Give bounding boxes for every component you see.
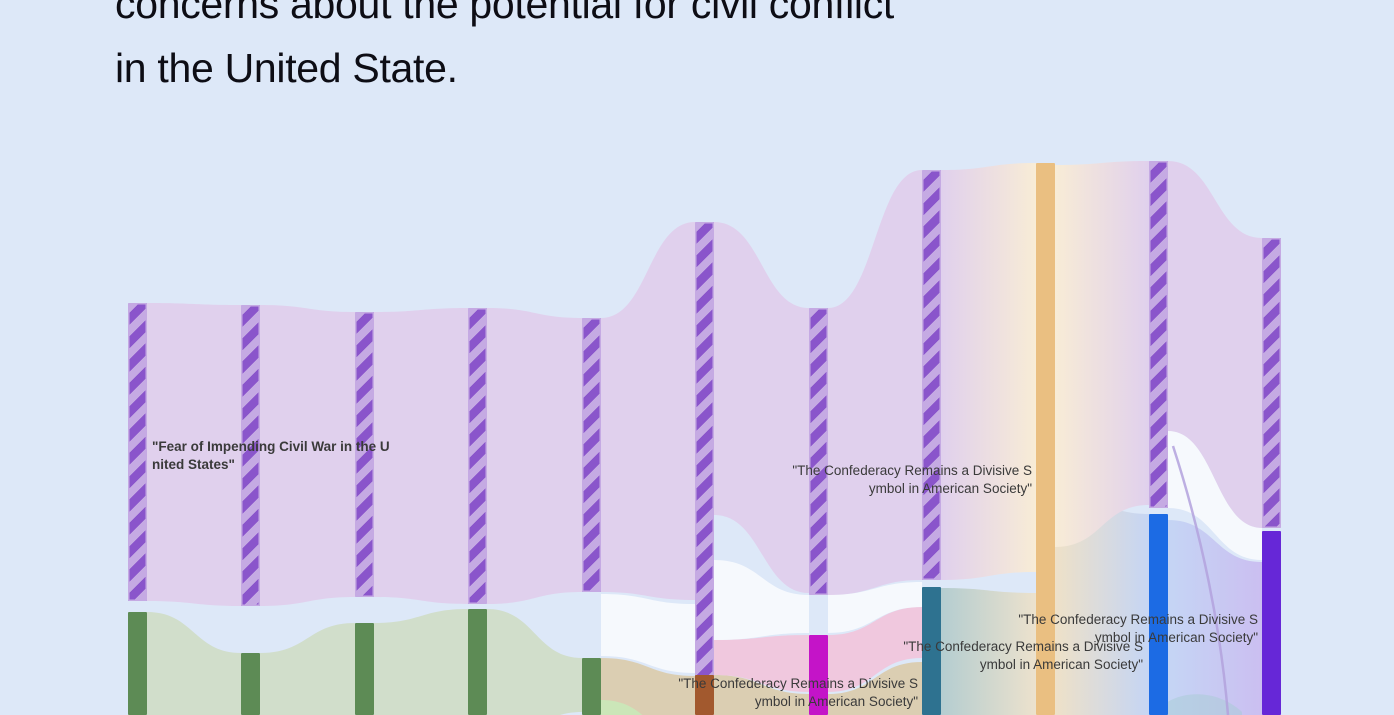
flow-purple-3-4[interactable]	[374, 308, 468, 604]
node-green-col3[interactable]	[355, 623, 374, 715]
node-green-col1[interactable]	[128, 612, 147, 715]
flow-cream-blue-9-10[interactable]	[1055, 492, 1149, 715]
node-magenta-node[interactable]	[809, 635, 828, 715]
flow-pink-6-7[interactable]	[714, 635, 809, 692]
flow-thin-lavender[interactable]	[1171, 445, 1230, 715]
flow-white-5-6[interactable]	[601, 594, 695, 673]
flow-green-1-2[interactable]	[147, 612, 241, 715]
flow-green-3-4[interactable]	[374, 609, 468, 715]
node-green-col5[interactable]	[582, 658, 601, 715]
flow-green-2-3[interactable]	[260, 623, 355, 715]
flow-white-10-11[interactable]	[1168, 431, 1262, 560]
page-heading: concerns about the potential for civil c…	[115, 0, 894, 100]
flow-lightgreen-5-6[interactable]	[601, 700, 695, 715]
sankey-links-layer	[147, 161, 1262, 715]
node-orange-confederacy[interactable]	[1036, 163, 1055, 715]
node-label-blue-confederacy: "The Confederacy Remains a Divisive S ym…	[903, 639, 1143, 672]
node-confederacy-col11[interactable]	[1262, 238, 1281, 528]
flow-tan-7-8[interactable]	[828, 662, 922, 715]
flow-white-7-8[interactable]	[828, 582, 922, 633]
flow-purple-10-11[interactable]	[1168, 161, 1262, 528]
flow-purple-2-3[interactable]	[260, 305, 355, 606]
node-green-col4[interactable]	[468, 609, 487, 715]
node-brown-node[interactable]	[695, 675, 714, 715]
node-fear-civil-war-col1[interactable]	[128, 303, 147, 601]
flow-green-4-5[interactable]	[487, 609, 582, 715]
flow-pink-7-8[interactable]	[828, 607, 922, 692]
flow-tan-6-7[interactable]	[714, 675, 809, 715]
node-teal-confederacy[interactable]	[922, 587, 941, 715]
flow-purple-4-5[interactable]	[487, 308, 582, 604]
flow-tan-5-6[interactable]	[601, 658, 695, 715]
node-label-violet-confederacy: "The Confederacy Remains a Divisive S ym…	[1018, 612, 1258, 645]
flow-teal-cream-8-9[interactable]	[941, 588, 1036, 715]
heading-line-1: concerns about the potential for civil c…	[115, 0, 894, 27]
flow-purple-7-8[interactable]	[828, 170, 922, 595]
node-green-col2[interactable]	[241, 653, 260, 715]
flow-purple-orange-8-9[interactable]	[941, 163, 1036, 580]
node-label-orange-confederacy: "The Confederacy Remains a Divisive S ym…	[792, 463, 1032, 496]
node-fear-civil-war-col3[interactable]	[355, 312, 374, 597]
flow-purple-5-6[interactable]	[601, 222, 695, 600]
node-confederacy-col8[interactable]	[922, 170, 941, 580]
node-confederacy-col10[interactable]	[1149, 161, 1168, 508]
node-fear-civil-war-col4[interactable]	[468, 308, 487, 604]
node-fear-civil-war-col5[interactable]	[582, 318, 601, 592]
heading-line-2: in the United State.	[115, 45, 458, 91]
node-label-teal-confederacy: "The Confederacy Remains a Divisive S ym…	[678, 676, 918, 709]
node-confederacy-col6[interactable]	[695, 222, 714, 677]
node-confederacy-col7[interactable]	[809, 308, 828, 595]
node-violet-confederacy[interactable]	[1262, 531, 1281, 715]
flow-white-6-7[interactable]	[714, 560, 809, 640]
flow-purple-1-2[interactable]	[147, 303, 241, 606]
flow-orange-purple-9-10[interactable]	[1055, 161, 1149, 547]
flow-purple-6-7[interactable]	[714, 222, 809, 593]
node-label-fear-civil-war-col1: "Fear of Impending Civil War in the U ni…	[152, 439, 390, 472]
node-fear-civil-war-col2[interactable]	[241, 305, 260, 606]
node-blue-confederacy[interactable]	[1149, 514, 1168, 715]
flow-teal-swirl[interactable]	[1154, 694, 1242, 715]
